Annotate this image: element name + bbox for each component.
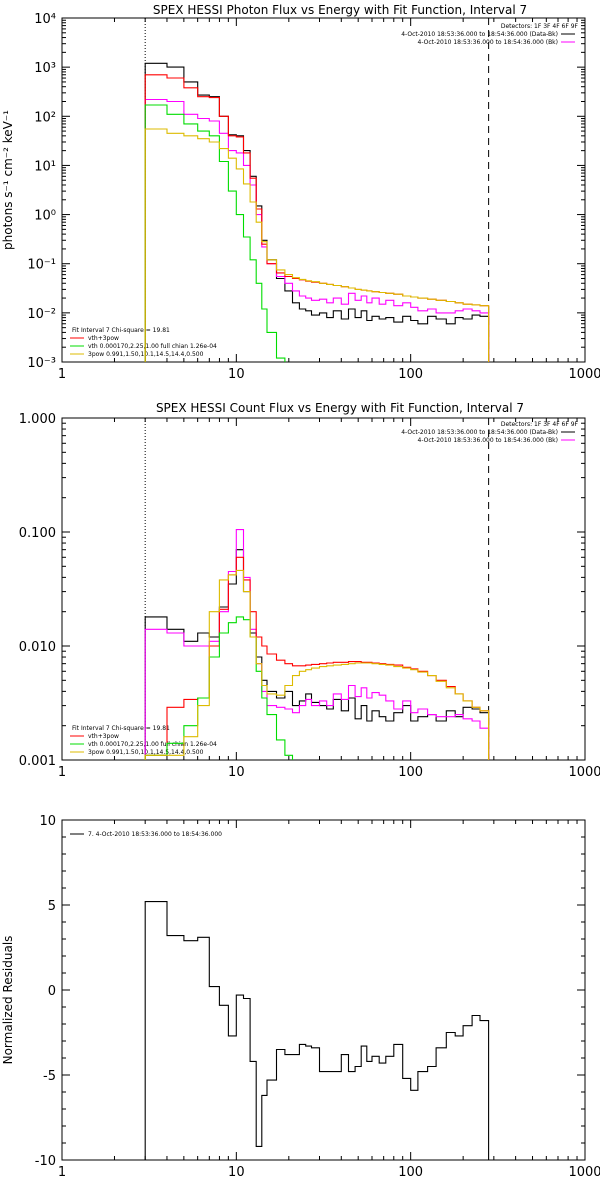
count-flux-y-tick-label: 0.100 bbox=[19, 526, 56, 541]
count-flux-x-tick-label: 1000 bbox=[568, 765, 600, 780]
photon-flux-y-tick-label: 10² bbox=[34, 110, 56, 125]
photon-flux-panel: SPEX HESSI Photon Flux vs Energy with Fi… bbox=[1, 3, 600, 382]
residuals-x-tick-label: 100 bbox=[398, 1165, 423, 1180]
photon-flux-fit-label-1: vth+3pow bbox=[88, 335, 119, 342]
count-flux-y-tick-label: 0.010 bbox=[19, 640, 56, 655]
photon-flux-fit-label-2: vth 0.000170,2.25,1.00 full chian 1.26e-… bbox=[88, 343, 217, 350]
count-flux-fit-label-1: vth+3pow bbox=[88, 733, 119, 740]
count-flux-x-tick-label: 10 bbox=[228, 765, 245, 780]
residuals-legend-label: 7. 4-Oct-2010 18:53:36.000 to 18:54:36.0… bbox=[88, 831, 222, 838]
count-flux-plot-frame bbox=[61, 417, 586, 761]
photon-flux-series-vth bbox=[144, 104, 313, 362]
count-flux-series-vth bbox=[144, 616, 294, 760]
photon-flux-legend-top-1: 4-Oct-2010 18:53:36.000 to 18:54:36.000 … bbox=[401, 31, 558, 38]
photon-flux-fit-label: Fit Interval 7 Chi-square = 19.81 bbox=[72, 327, 170, 334]
residuals-x-tick-label: 1 bbox=[58, 1165, 66, 1180]
photon-flux-series-data-bk bbox=[144, 62, 490, 362]
residuals-x-tick-label: 1000 bbox=[568, 1165, 600, 1180]
photon-flux-y-label: photons s⁻¹ cm⁻² keV⁻¹ bbox=[1, 110, 15, 250]
photon-flux-series-3pow bbox=[144, 128, 490, 362]
photon-flux-fit-label-3: 3pow 0.991,1.50,10.1,14.5,14.4,0.500 bbox=[88, 351, 204, 358]
residuals-y-tick-label: 0 bbox=[48, 984, 56, 999]
count-flux-legend-top-0: Detectors: 1F 3F 4F 6F 9F bbox=[501, 421, 579, 428]
count-flux-series-data-bk bbox=[144, 549, 490, 760]
residuals-y-tick-label: -10 bbox=[35, 1154, 56, 1169]
count-flux-fit-label-3: 3pow 0.991,1.50,10.1,14.5,14.4,0.500 bbox=[88, 749, 204, 756]
count-flux-legend-top-1: 4-Oct-2010 18:53:36.000 to 18:54:36.000 … bbox=[401, 429, 558, 436]
photon-flux-legend-top-2: 4-Oct-2010 18:53:36.000 to 18:54:36.000 … bbox=[418, 39, 559, 46]
photon-flux-series-bk bbox=[144, 98, 490, 362]
residuals-y-tick-label: 5 bbox=[48, 899, 56, 914]
photon-flux-x-tick-label: 10 bbox=[228, 367, 245, 382]
photon-flux-title: SPEX HESSI Photon Flux vs Energy with Fi… bbox=[153, 3, 527, 17]
residuals-plot-frame bbox=[61, 819, 586, 1161]
count-flux-x-tick-label: 100 bbox=[398, 765, 423, 780]
photon-flux-x-tick-label: 1000 bbox=[568, 367, 600, 382]
residuals-y-tick-label: 10 bbox=[39, 814, 56, 829]
photon-flux-y-tick-label: 10⁴ bbox=[34, 12, 56, 27]
count-flux-series-3pow bbox=[144, 569, 490, 760]
residuals-x-tick-label: 10 bbox=[228, 1165, 245, 1180]
residuals-panel: Normalized Residuals 7. 4-Oct-2010 18:53… bbox=[1, 814, 600, 1180]
photon-flux-plot-frame bbox=[61, 17, 586, 363]
photon-flux-x-tick-label: 1 bbox=[58, 367, 66, 382]
residuals-y-label: Normalized Residuals bbox=[1, 936, 15, 1065]
count-flux-y-tick-label: 1.000 bbox=[19, 412, 56, 427]
photon-flux-y-tick-label: 10⁻³ bbox=[27, 356, 56, 371]
count-flux-title: SPEX HESSI Count Flux vs Energy with Fit… bbox=[156, 401, 524, 415]
count-flux-fit-label-2: vth 0.000170,2.25,1.00 full chian 1.26e-… bbox=[88, 741, 217, 748]
photon-flux-y-tick-label: 10⁻² bbox=[27, 307, 56, 322]
photon-flux-legend-top-0: Detectors: 1F 3F 4F 6F 9F bbox=[501, 23, 579, 30]
photon-flux-x-tick-label: 100 bbox=[398, 367, 423, 382]
residuals-y-tick-label: -5 bbox=[43, 1069, 56, 1084]
count-flux-series-bk bbox=[144, 529, 490, 760]
photon-flux-y-tick-label: 10⁻¹ bbox=[27, 258, 56, 273]
photon-flux-y-tick-label: 10³ bbox=[34, 61, 56, 76]
photon-flux-y-tick-label: 10⁰ bbox=[34, 209, 56, 224]
count-flux-series-vth-3pow bbox=[144, 556, 490, 760]
count-flux-panel: SPEX HESSI Count Flux vs Energy with Fit… bbox=[19, 401, 600, 780]
count-flux-y-tick-label: 0.001 bbox=[19, 754, 56, 769]
count-flux-fit-label: Fit Interval 7 Chi-square = 19.81 bbox=[72, 725, 170, 732]
residuals-series-residuals bbox=[144, 901, 490, 1160]
count-flux-x-tick-label: 1 bbox=[58, 765, 66, 780]
count-flux-legend-top-2: 4-Oct-2010 18:53:36.000 to 18:54:36.000 … bbox=[418, 437, 559, 444]
photon-flux-y-tick-label: 10¹ bbox=[34, 159, 56, 174]
